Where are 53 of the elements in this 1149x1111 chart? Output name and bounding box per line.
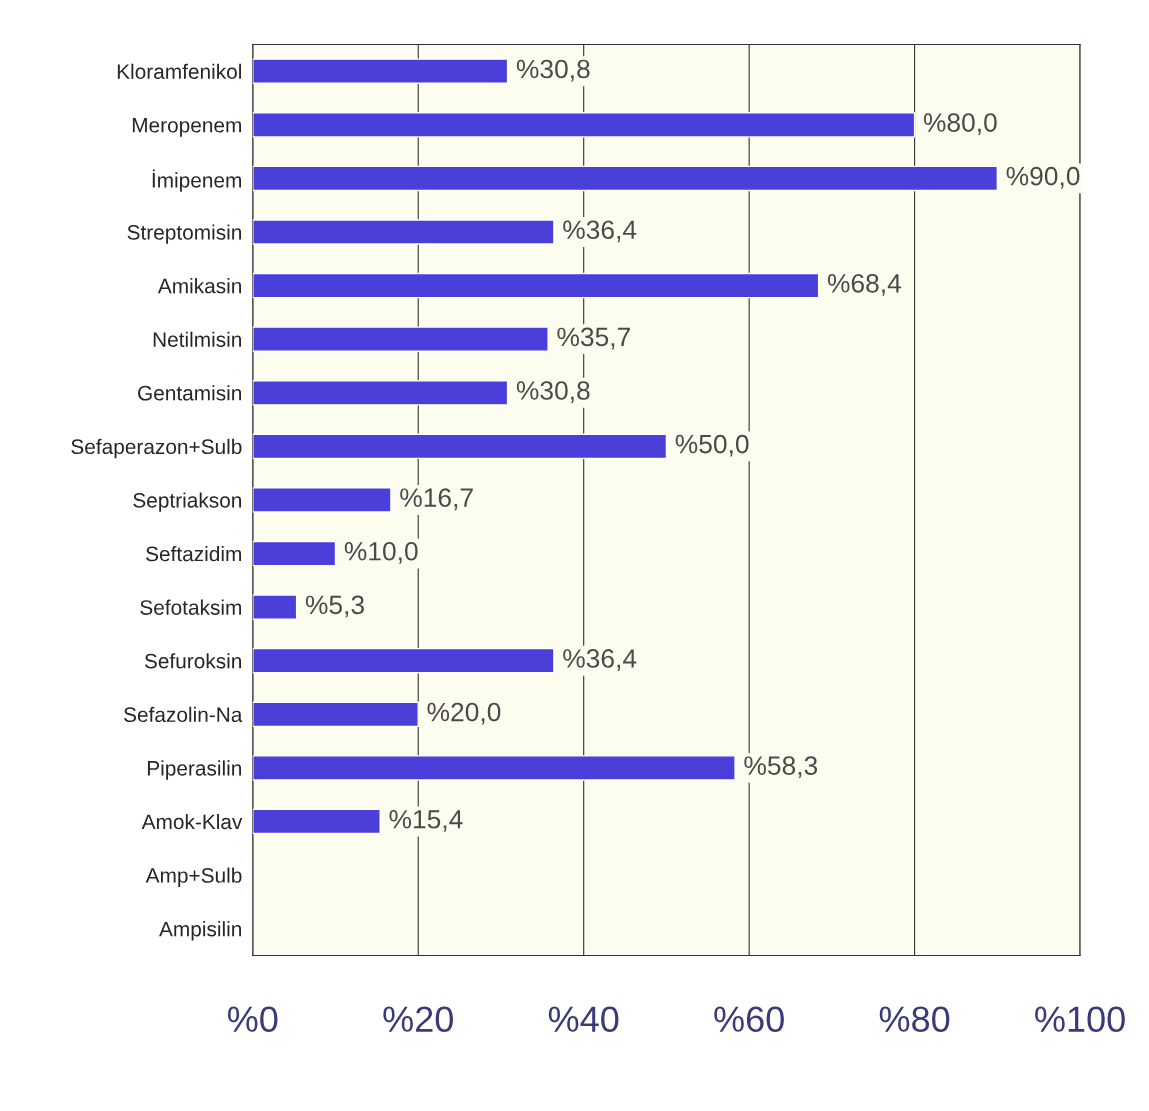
bar — [252, 112, 916, 138]
data-label: %58,3 — [744, 756, 818, 779]
y-tick-label: Kloramfenikol — [117, 63, 241, 79]
y-tick-label: Amp+Sulb — [145, 867, 242, 887]
y-tick-label: Amok-Klav — [141, 813, 243, 830]
bar — [252, 165, 999, 192]
data-label: %68,4 — [827, 273, 902, 296]
y-tick-label: Sefotaksim — [140, 599, 241, 615]
data-label: %5,3 — [305, 595, 364, 618]
bar — [252, 540, 337, 567]
data-label: %15,4 — [389, 810, 463, 832]
data-label: %20,0 — [427, 702, 501, 725]
y-tick-label: Septriakson — [133, 492, 242, 512]
y-tick-label: İmipenem — [152, 169, 241, 192]
bar — [252, 433, 668, 460]
data-label: %50,0 — [675, 434, 749, 457]
y-tick-label: Amikasin — [157, 278, 242, 294]
data-label: %10,0 — [344, 541, 418, 564]
data-label: %36,4 — [563, 649, 637, 671]
bar — [252, 594, 298, 620]
bar — [252, 487, 392, 513]
bar — [252, 219, 555, 245]
bar — [252, 272, 820, 299]
x-tick-label: %20 — [383, 1006, 453, 1032]
y-tick-label: Gentamisin — [138, 385, 242, 401]
bar — [252, 380, 509, 406]
y-tick-label: Ampisilin — [159, 921, 242, 941]
bar — [252, 755, 736, 781]
bar — [252, 326, 549, 352]
data-label: %80,0 — [923, 113, 997, 136]
x-tick-label: %60 — [714, 1006, 784, 1032]
x-tick-label: %100 — [1035, 1006, 1125, 1032]
y-tick-label: Meropenem — [132, 118, 241, 137]
y-tick-label: Sefaperazon+Sulb — [71, 438, 242, 459]
x-tick-label: %80 — [879, 1006, 950, 1032]
y-tick-label: Sefuroksin — [144, 653, 242, 669]
y-tick-label: Sefazolin-Na — [124, 706, 243, 723]
y-tick-label: Piperasilin — [147, 760, 242, 780]
bar — [252, 647, 555, 674]
bar — [252, 701, 419, 728]
data-label: %16,7 — [400, 488, 473, 511]
bar — [252, 58, 509, 84]
x-tick-label: %0 — [227, 1006, 278, 1032]
data-label: %30,8 — [516, 59, 590, 82]
data-label: %30,8 — [516, 381, 590, 403]
y-tick-label: Streptomisin — [127, 224, 242, 244]
x-tick-label: %40 — [548, 1006, 619, 1032]
data-label: %36,4 — [563, 220, 637, 243]
y-tick-label: Seftazidim — [146, 545, 241, 562]
y-tick-label: Netilmisin — [153, 331, 242, 347]
bar — [252, 808, 381, 835]
data-label: %35,7 — [557, 327, 630, 350]
data-label: %90,0 — [1006, 166, 1080, 189]
